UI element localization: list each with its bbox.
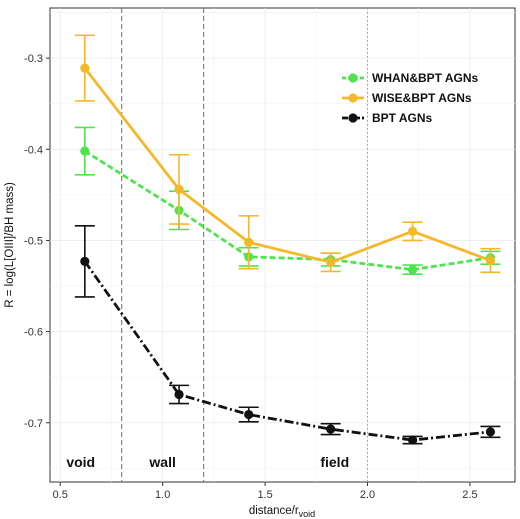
x-tick-label: 1.5 <box>257 489 272 501</box>
x-tick-label: 0.5 <box>53 489 68 501</box>
data-point <box>174 184 184 194</box>
y-axis-ticks: -0.3 -0.4 -0.5 -0.6 -0.7 <box>24 53 50 430</box>
data-point <box>326 424 336 434</box>
legend-key-marker <box>348 113 358 123</box>
data-point <box>80 63 90 73</box>
plot-panel <box>49 7 516 483</box>
data-point <box>485 427 496 437</box>
legend-label: WHAN&BPT AGNs <box>372 71 479 85</box>
data-point <box>485 255 496 266</box>
y-axis-title: R = log(L[OIII]/BH mass) <box>4 182 16 308</box>
data-point <box>407 226 418 236</box>
series-group <box>74 225 501 445</box>
x-tick-label: 2.0 <box>360 489 375 501</box>
y-tick-label: -0.3 <box>24 53 43 65</box>
data-point <box>326 257 336 267</box>
data-point <box>80 146 90 156</box>
x-axis-title: distance/rvoid <box>249 505 315 519</box>
data-point <box>407 265 418 275</box>
y-tick-label: -0.5 <box>24 235 43 247</box>
y-tick-label: -0.4 <box>24 144 43 156</box>
x-axis-ticks: 0.5 1.0 1.5 2.0 2.5 <box>53 482 478 501</box>
legend: WHAN&BPT AGNs WISE&BPT AGNs BPT AGNs <box>342 71 479 125</box>
series-line <box>84 149 491 272</box>
y-tick-label: -0.7 <box>24 418 43 430</box>
data-point <box>244 409 254 420</box>
x-axis-title-subscript: void <box>299 509 316 519</box>
series-group <box>74 34 501 274</box>
data-point <box>174 389 184 400</box>
grid <box>50 8 515 482</box>
legend-label: WISE&BPT AGNs <box>372 91 472 105</box>
series-line <box>83 67 491 264</box>
data-point <box>80 256 90 267</box>
legend-key-marker <box>348 93 358 103</box>
region-labels: void wall field <box>66 454 349 470</box>
series-line <box>83 260 491 442</box>
region-label: wall <box>148 454 175 470</box>
x-tick-label: 1.0 <box>155 489 170 501</box>
y-tick-label: -0.6 <box>24 327 43 339</box>
x-tick-label: 2.5 <box>462 489 477 501</box>
legend-label: BPT AGNs <box>372 111 433 125</box>
data-point <box>407 435 418 445</box>
region-label: void <box>66 454 95 470</box>
data-point <box>244 237 254 247</box>
legend-key-marker <box>348 73 358 83</box>
region-label: field <box>320 454 349 470</box>
series-layer <box>74 34 501 445</box>
